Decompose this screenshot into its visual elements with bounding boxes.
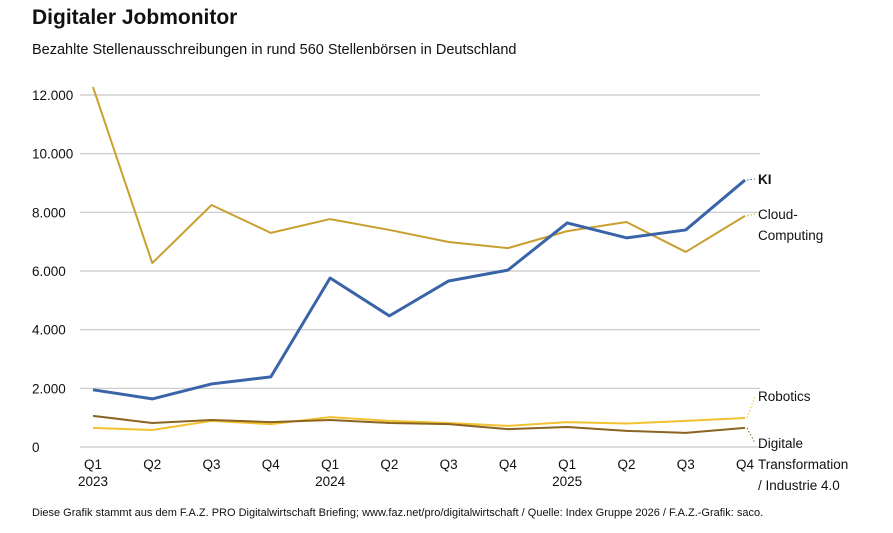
series-label: Robotics — [758, 389, 811, 404]
y-tick-label: 12.000 — [32, 88, 73, 103]
label-leader — [746, 178, 756, 181]
series-label: / Industrie 4.0 — [758, 478, 840, 493]
label-leader — [746, 395, 756, 419]
series-line-cloud-computing — [92, 86, 746, 265]
series-label: Digitale — [758, 436, 803, 451]
y-tick-label: 10.000 — [32, 147, 73, 162]
chart-title: Digitaler Jobmonitor — [32, 6, 238, 29]
x-tick-label: Q3 — [440, 457, 458, 472]
source-footer: Diese Grafik stammt aus dem F.A.Z. PRO D… — [32, 507, 764, 519]
series-label: Cloud- — [758, 207, 798, 222]
series-label: Transformation — [758, 457, 848, 472]
x-tick-year: 2023 — [78, 474, 108, 489]
series-line-ki — [92, 178, 746, 401]
x-tick-label: Q4 — [736, 457, 755, 472]
x-tick-label: Q1 — [321, 457, 339, 472]
y-tick-label: 6.000 — [32, 264, 66, 279]
x-tick-year: 2024 — [315, 474, 346, 489]
x-tick-label: Q1 — [558, 457, 576, 472]
label-leader — [746, 427, 756, 444]
x-tick-label: Q3 — [203, 457, 221, 472]
chart-subtitle: Bezahlte Stellenausschreibungen in rund … — [32, 42, 517, 58]
x-tick-label: Q3 — [677, 457, 695, 472]
series-line-digitale-transformation-industrie-4-0 — [92, 414, 746, 434]
x-tick-label: Q1 — [84, 457, 102, 472]
y-tick-label: 0 — [32, 440, 40, 455]
y-tick-label: 2.000 — [32, 381, 66, 396]
x-tick-label: Q4 — [262, 457, 281, 472]
x-tick-year: 2025 — [552, 474, 582, 489]
series-line-robotics — [92, 416, 746, 431]
x-tick-label: Q2 — [380, 457, 398, 472]
x-tick-label: Q2 — [143, 457, 161, 472]
series-label: Computing — [758, 228, 823, 243]
x-tick-label: Q4 — [499, 457, 518, 472]
series-label: KI — [758, 172, 772, 187]
y-tick-label: 8.000 — [32, 205, 66, 220]
x-tick-label: Q2 — [617, 457, 635, 472]
y-tick-label: 4.000 — [32, 323, 66, 338]
label-leader — [746, 213, 756, 217]
